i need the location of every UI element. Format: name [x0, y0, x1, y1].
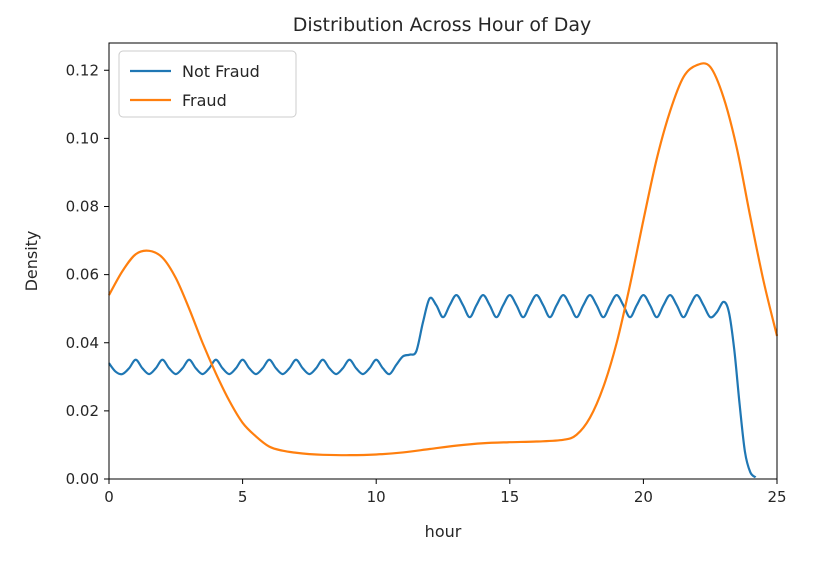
y-tick-label: 0.06: [66, 266, 99, 284]
x-tick-label: 25: [767, 488, 786, 506]
x-tick-label: 5: [238, 488, 248, 506]
legend: Not Fraud Fraud: [118, 50, 297, 118]
chart-title: Distribution Across Hour of Day: [293, 14, 592, 36]
y-tick-label: 0.08: [66, 198, 99, 216]
y-tick-label: 0.02: [66, 402, 99, 420]
y-tick-label: 0.00: [66, 470, 99, 488]
x-axis-title: hour: [425, 522, 462, 541]
x-tick-label: 15: [500, 488, 519, 506]
axes-frame: [108, 42, 778, 480]
plot-lines: [108, 62, 779, 479]
y-tick-label: 0.12: [66, 61, 99, 79]
x-tick-label: 0: [104, 488, 114, 506]
y-axis-title: Density: [22, 231, 41, 292]
y-axis: 0.00 0.02 0.04 0.06 0.08 0.10 0.12: [66, 61, 109, 488]
series-line-fraud: [108, 62, 779, 457]
legend-label-not-fraud: Not Fraud: [182, 62, 260, 81]
x-tick-label: 10: [367, 488, 386, 506]
y-tick-label: 0.10: [66, 129, 99, 147]
series-line-not-fraud: [108, 293, 757, 479]
x-tick-label: 20: [634, 488, 653, 506]
legend-label-fraud: Fraud: [182, 91, 227, 110]
y-tick-label: 0.04: [66, 334, 99, 352]
x-axis: 0 5 10 15 20 25: [104, 479, 787, 506]
